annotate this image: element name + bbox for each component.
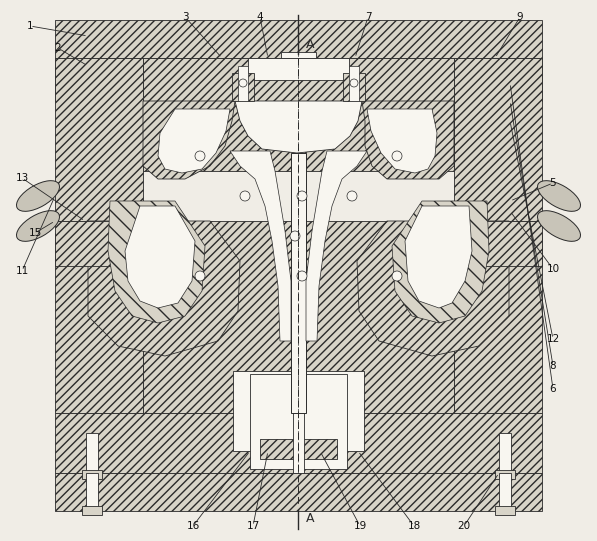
Bar [454,58,542,221]
Circle shape [350,79,358,87]
Bar [293,363,304,473]
Bar [55,221,143,266]
Bar [509,58,542,101]
Bar [499,433,511,473]
Circle shape [195,271,205,281]
Ellipse shape [17,181,60,212]
Bar [82,506,102,515]
Bar [233,371,364,451]
Circle shape [392,151,402,161]
Text: 15: 15 [29,228,42,238]
Polygon shape [143,101,235,179]
Bar [499,473,511,511]
Bar [143,221,454,413]
Bar [55,413,542,473]
Bar [454,221,542,266]
Polygon shape [362,101,454,179]
Polygon shape [392,201,489,323]
Bar [495,470,515,479]
Text: 20: 20 [457,521,470,531]
Text: 6: 6 [550,384,556,394]
Text: 7: 7 [365,12,371,22]
Bar [343,73,365,101]
Text: A: A [306,512,315,525]
Circle shape [290,231,300,241]
Bar [55,233,143,413]
Polygon shape [88,221,240,356]
Circle shape [240,191,250,201]
Bar [495,506,515,515]
Polygon shape [357,221,509,356]
Text: 10: 10 [546,264,559,274]
Polygon shape [306,151,367,341]
Text: 13: 13 [16,173,29,183]
Circle shape [347,191,357,201]
Bar [55,20,542,58]
Text: 3: 3 [181,12,188,22]
Circle shape [297,271,307,281]
Bar [55,58,88,101]
Bar [248,58,349,80]
Bar [88,58,509,101]
Text: 16: 16 [186,521,199,531]
Polygon shape [108,201,205,323]
Ellipse shape [17,210,60,241]
Text: 8: 8 [550,361,556,371]
Text: 12: 12 [546,334,559,344]
Bar [232,73,254,101]
Bar [260,439,337,459]
Circle shape [297,191,307,201]
Polygon shape [125,206,195,308]
Text: 2: 2 [55,43,61,53]
Circle shape [239,79,247,87]
Circle shape [195,151,205,161]
Bar [281,52,316,58]
Bar [250,374,347,469]
Bar [55,58,143,221]
Circle shape [392,271,402,281]
Bar [86,473,98,511]
Polygon shape [235,101,362,153]
Bar [291,153,306,413]
Text: 1: 1 [27,21,33,31]
Polygon shape [158,109,230,173]
Bar [454,233,542,413]
Bar [349,66,359,101]
Bar [86,433,98,473]
Text: 18: 18 [407,521,421,531]
Ellipse shape [537,210,580,241]
Text: 9: 9 [516,12,524,22]
Polygon shape [405,206,472,308]
Text: 17: 17 [247,521,260,531]
Text: 5: 5 [550,178,556,188]
Polygon shape [367,109,437,173]
Bar [55,473,542,511]
Text: 19: 19 [353,521,367,531]
Ellipse shape [537,181,580,212]
Polygon shape [230,151,291,341]
Text: 11: 11 [16,266,29,276]
Bar [238,66,248,101]
Bar [143,58,454,171]
Text: A: A [306,37,315,50]
Bar [82,470,102,479]
Text: 4: 4 [257,12,263,22]
